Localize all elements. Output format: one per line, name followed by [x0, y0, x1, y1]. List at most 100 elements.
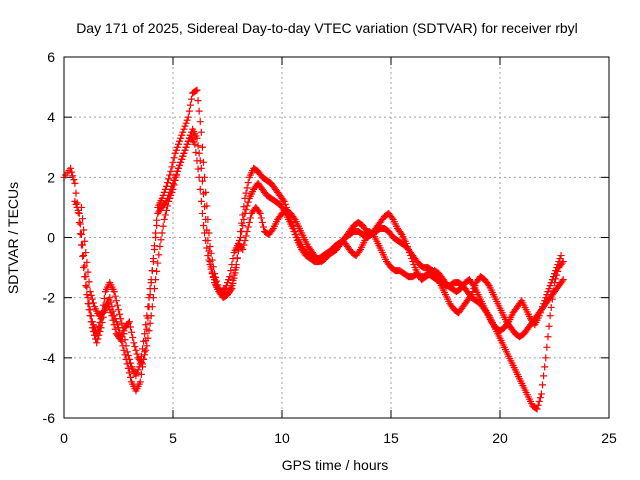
data-point: [197, 197, 205, 205]
data-point: [126, 373, 134, 381]
data-point: [197, 128, 205, 136]
data-point: [222, 282, 230, 290]
data-point: [240, 241, 248, 249]
data-point: [140, 337, 148, 345]
data-point: [243, 202, 251, 210]
data-point: [116, 310, 124, 318]
data-point: [257, 214, 265, 222]
data-point: [241, 209, 249, 217]
data-point: [292, 234, 300, 241]
data-point: [537, 306, 545, 314]
data-point: [542, 354, 550, 362]
data-point: [205, 256, 213, 264]
data-point: [233, 254, 241, 262]
data-point: [467, 292, 475, 300]
data-point: [76, 230, 84, 238]
data-point: [161, 211, 169, 219]
data-point: [117, 336, 125, 344]
data-point: [118, 319, 126, 327]
data-point: [547, 303, 555, 311]
data-point: [134, 366, 142, 374]
data-point: [85, 278, 93, 286]
data-point: [537, 390, 545, 398]
data-point: [544, 288, 552, 296]
data-point: [81, 237, 89, 245]
data-point: [229, 255, 237, 263]
data-point: [170, 181, 178, 189]
data-point: [535, 312, 543, 320]
data-point: [535, 397, 543, 405]
data-point: [80, 226, 88, 234]
data-point: [77, 230, 85, 238]
data-point: [539, 303, 547, 311]
data-point: [194, 97, 202, 105]
data-point: [173, 143, 181, 151]
data-point: [159, 222, 167, 230]
series-track-3: [77, 131, 565, 368]
data-point: [555, 258, 563, 266]
data-point: [137, 370, 145, 378]
data-point: [184, 137, 192, 145]
data-point: [165, 175, 173, 183]
data-point: [123, 348, 131, 356]
data-point: [468, 291, 476, 299]
data-point: [195, 173, 203, 181]
data-point: [74, 206, 82, 214]
data-point: [244, 223, 252, 231]
data-point: [152, 234, 160, 241]
data-point: [178, 155, 186, 163]
data-point: [210, 276, 218, 284]
data-point: [279, 196, 287, 204]
data-point: [71, 179, 79, 187]
data-point: [164, 202, 172, 210]
x-tick-label: 10: [274, 430, 290, 446]
data-point: [154, 259, 162, 267]
data-point: [242, 206, 250, 214]
data-point: [544, 333, 552, 341]
data-point: [246, 214, 254, 222]
data-point: [180, 125, 188, 133]
data-point: [146, 291, 154, 299]
data-point: [256, 209, 264, 217]
data-point: [140, 355, 148, 363]
data-point: [82, 249, 90, 257]
y-axis-label: SDTVAR / TECUs: [5, 182, 21, 294]
data-point: [181, 146, 189, 154]
data-point: [168, 188, 176, 196]
data-point: [291, 230, 299, 238]
data-point: [95, 322, 103, 330]
data-point: [268, 226, 276, 234]
data-point: [543, 291, 551, 299]
data-point: [185, 107, 193, 115]
data-point: [130, 339, 138, 347]
data-point: [241, 237, 249, 245]
data-point: [113, 301, 121, 309]
y-tick-label: 2: [47, 169, 55, 185]
data-point: [135, 363, 143, 371]
data-point: [153, 267, 161, 275]
data-point: [106, 306, 114, 314]
data-point: [202, 237, 210, 245]
data-point: [243, 184, 251, 192]
data-point: [93, 339, 101, 347]
data-point: [148, 267, 156, 275]
data-point: [195, 149, 203, 157]
data-point: [171, 176, 179, 184]
data-point: [132, 372, 140, 380]
data-point: [242, 189, 250, 197]
data-point: [193, 134, 201, 142]
data-point: [469, 280, 477, 288]
data-point: [106, 294, 114, 302]
data-point: [79, 215, 87, 223]
data-point: [132, 346, 140, 354]
data-point: [556, 255, 564, 263]
data-point: [221, 285, 229, 293]
data-point: [96, 318, 104, 326]
data-point: [186, 101, 194, 109]
data-point: [176, 161, 184, 169]
data-point: [193, 157, 201, 165]
data-point: [551, 270, 558, 278]
data-point: [539, 381, 547, 389]
data-point: [242, 232, 250, 240]
data-point: [110, 321, 118, 329]
